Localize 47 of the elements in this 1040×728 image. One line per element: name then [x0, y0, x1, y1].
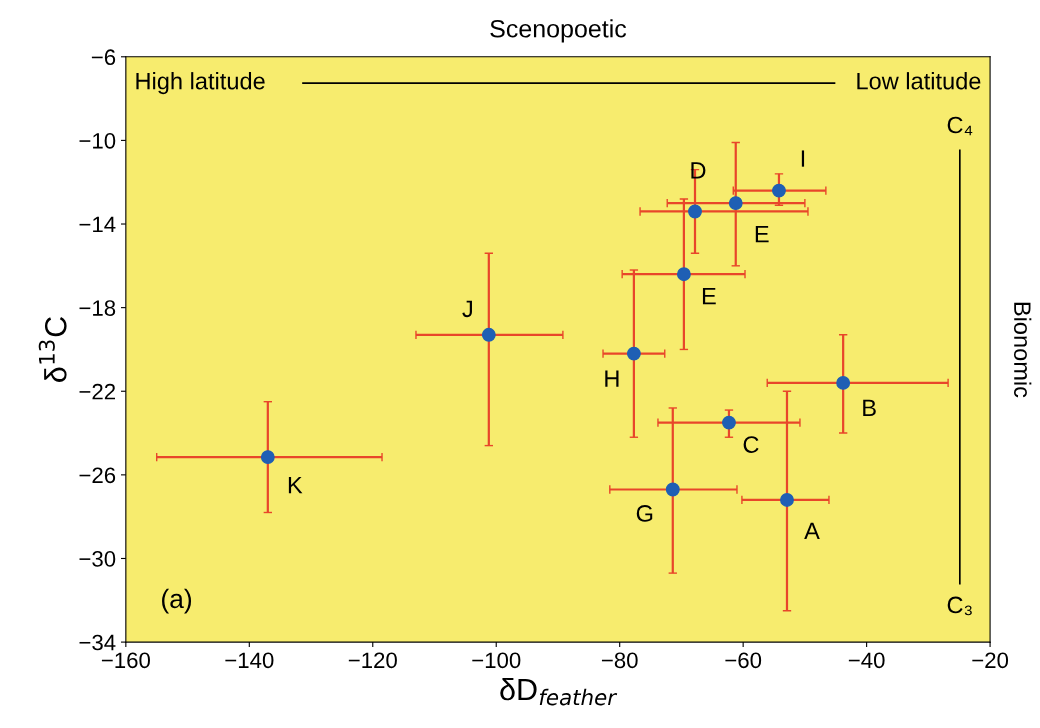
- annotation: K: [288, 476, 303, 494]
- x-tick-label: −140: [225, 652, 274, 669]
- y-axis-title: δ$^{13}$C: [38, 316, 67, 382]
- y-tick-label: −14: [79, 216, 116, 233]
- y-tick-label: −6: [91, 49, 116, 66]
- annotation: E: [755, 225, 769, 243]
- y-tick-label: −22: [79, 383, 115, 400]
- point: [665, 482, 680, 497]
- x-tick-label: −20: [972, 652, 1009, 669]
- x-tick-label: −80: [601, 652, 638, 669]
- annotation: C: [743, 436, 759, 453]
- annotation: G: [636, 505, 653, 522]
- annotation: E: [702, 288, 716, 305]
- y-tick-label: −34: [79, 634, 116, 651]
- annotation: C₄: [947, 116, 973, 136]
- point: [722, 415, 736, 430]
- annotation: A: [804, 522, 820, 540]
- point: [728, 196, 743, 211]
- point: [676, 267, 691, 282]
- chart-title: Scenopoetic: [490, 19, 627, 43]
- point: [772, 183, 786, 198]
- x-tick-label: −40: [848, 652, 885, 669]
- point: [688, 204, 702, 219]
- point: [260, 450, 275, 465]
- y-tick-label: −30: [79, 551, 116, 567]
- x-tick-label: −120: [348, 652, 397, 669]
- annotation: J: [462, 300, 472, 318]
- annotation: High latitude: [136, 72, 265, 95]
- point: [626, 346, 641, 361]
- annotation: (a): [162, 588, 192, 614]
- y-tick-label: −10: [79, 132, 116, 149]
- x-tick-label: −160: [101, 652, 150, 669]
- x-axis-title: δD$_{feather}$: [500, 677, 618, 706]
- x-tick-label: −60: [725, 652, 762, 669]
- y-tick-label: −18: [79, 300, 116, 316]
- x-tick-label: −100: [472, 652, 521, 669]
- point: [836, 375, 851, 390]
- text: Bionomic: [1013, 302, 1032, 398]
- point: [780, 493, 794, 507]
- annotation: I: [801, 150, 805, 167]
- point: [481, 327, 496, 342]
- annotation: C₃: [947, 596, 972, 616]
- annotation: H: [605, 370, 619, 387]
- annotation: Low latitude: [857, 72, 981, 90]
- annotation: B: [863, 399, 876, 416]
- annotation: D: [691, 162, 706, 179]
- y-tick-label: −26: [79, 467, 116, 484]
